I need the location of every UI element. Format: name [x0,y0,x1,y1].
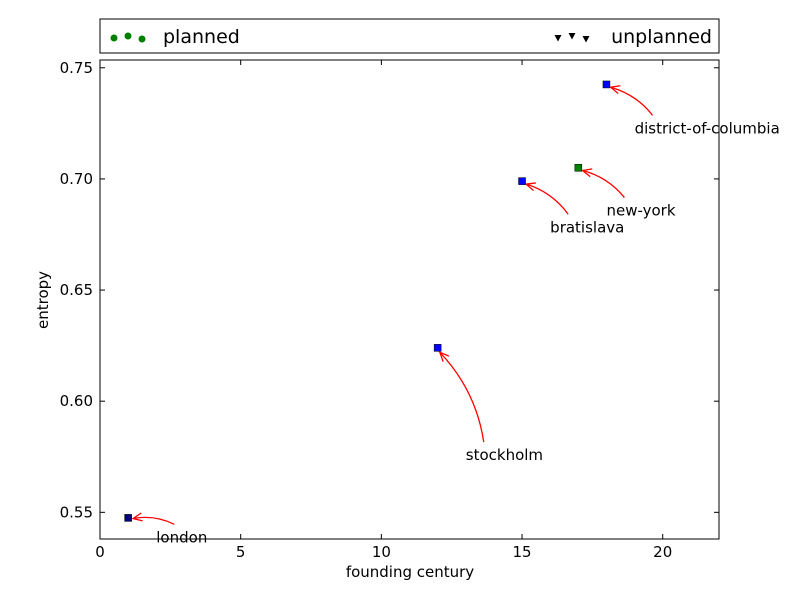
point-district-of-columbia [602,80,611,89]
legend-planned-markers [110,32,146,43]
point-stockholm [433,344,442,352]
legend-marker-planned [110,34,118,42]
arrow-head [131,512,143,522]
arrow-head [438,351,450,362]
legend-marker-planned [138,35,146,43]
annotation-label-stockholm: stockholm [466,446,543,464]
annotation-label-new-york: new-york [606,202,675,220]
point-london [124,514,132,522]
point-bratislava [518,177,526,185]
annotation-arrow [582,169,625,199]
x-axis-label: founding century [346,563,474,581]
annotation-label-district-of-columbia: district-of-columbia [635,119,780,137]
y-axis-label: entropy [34,271,52,329]
legend-planned-label: planned [163,26,240,48]
legend-unplanned-label: unplanned [611,26,712,48]
point-new-york [574,164,583,172]
x-tick-label: 20 [653,543,672,561]
y-tick-label: 0.60 [60,392,93,410]
axis-ticks: 0 5 10 15 20 0.55 0.60 0.65 0.70 0.75 [60,59,719,561]
annotation-arrows [131,85,654,525]
x-tick-label: 10 [372,543,391,561]
legend-marker-unplanned [554,35,562,42]
arrow-head [580,168,593,178]
y-tick-label: 0.65 [60,281,93,299]
annotation-label-bratislava: bratislava [550,218,624,236]
legend-marker-planned [124,32,132,40]
legend-marker-unplanned [568,33,576,40]
annotation-arrow [132,516,175,525]
y-tick-label: 0.55 [60,503,93,521]
legend: planned unplanned [99,18,720,54]
plot-area [99,59,720,540]
x-tick-label: 5 [236,543,246,561]
y-tick-label: 0.75 [60,59,93,77]
x-tick-label: 0 [95,543,105,561]
y-tick-label: 0.70 [60,170,93,188]
arrow-head [524,182,536,192]
annotation-arrow [525,183,569,215]
annotation-arrow [439,351,485,443]
legend-unplanned-markers [554,33,590,43]
legend-marker-unplanned [582,36,590,43]
data-points [124,80,611,522]
legend-frame [99,18,720,54]
annotation-label-london: london [156,528,207,546]
arrow-head [609,85,621,95]
x-tick-label: 15 [512,543,531,561]
annotation-arrow [610,86,654,116]
